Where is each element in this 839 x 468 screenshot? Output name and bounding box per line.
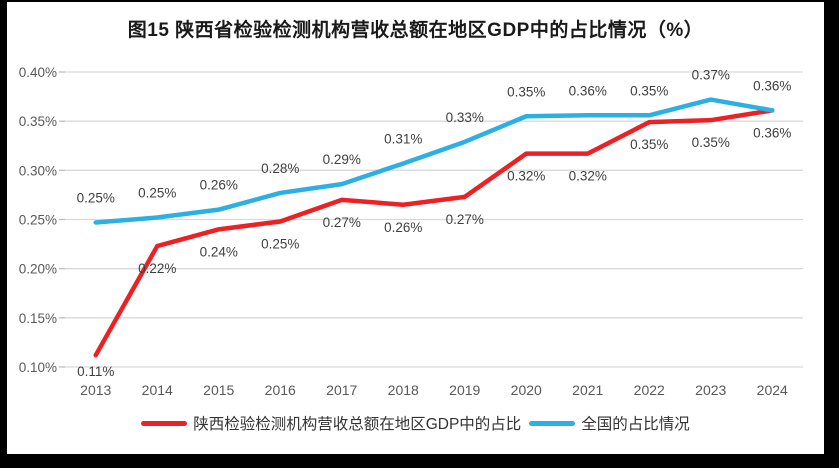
legend-swatch xyxy=(529,420,576,426)
y-axis-tick-label: 0.15% xyxy=(19,311,57,326)
data-label: 0.35% xyxy=(630,83,668,98)
data-label: 0.27% xyxy=(323,215,361,230)
x-axis-label: 2014 xyxy=(142,382,173,398)
data-label: 0.37% xyxy=(692,68,730,83)
x-axis-label: 2020 xyxy=(511,382,542,398)
y-axis-tick-label: 0.25% xyxy=(19,213,57,228)
data-label: 0.35% xyxy=(507,84,545,99)
y-axis-tick-label: 0.40% xyxy=(19,65,57,80)
series-line-0 xyxy=(93,108,775,358)
data-label: 0.25% xyxy=(77,190,115,205)
data-label: 0.33% xyxy=(446,110,484,125)
data-label: 0.31% xyxy=(384,131,422,146)
x-axis-label: 2021 xyxy=(572,382,603,398)
x-axis-label: 2018 xyxy=(388,382,419,398)
x-axis-label: 2013 xyxy=(80,382,111,398)
data-label: 0.24% xyxy=(200,244,238,259)
data-label: 0.35% xyxy=(692,135,730,150)
data-label: 0.22% xyxy=(138,261,176,276)
y-axis-tick-label: 0.20% xyxy=(19,262,57,277)
data-label: 0.36% xyxy=(569,83,607,98)
x-axis-label: 2024 xyxy=(757,382,788,398)
data-label: 0.26% xyxy=(200,178,238,193)
y-axis-tick-label: 0.30% xyxy=(19,163,57,178)
data-label: 0.26% xyxy=(384,220,422,235)
data-label: 0.32% xyxy=(507,169,545,184)
y-axis-tick-label: 0.10% xyxy=(19,360,57,375)
line-chart: 0.10% 0.15% 0.20% 0.25% 0.30% 0.35% 0.40% 2013 2… xyxy=(19,65,803,398)
data-label: 0.36% xyxy=(753,125,791,140)
x-axis-label: 2017 xyxy=(326,382,357,398)
legend-label: 全国的占比情况 xyxy=(581,416,690,433)
x-axis-label: 2016 xyxy=(265,382,296,398)
chart-card: 图15 陕西省检验检测机构营收总额在地区GDP中的占比情况（%） 0.10% 0.… xyxy=(7,2,824,454)
x-axis-label: 2015 xyxy=(203,382,234,398)
x-axis-label: 2022 xyxy=(634,382,665,398)
legend-label: 陕西检验检测机构营收总额在地区GDP中的占比 xyxy=(193,416,522,433)
data-label: 0.27% xyxy=(446,212,484,227)
legend-item: 全国的占比情况 xyxy=(529,412,690,434)
x-axis-label: 2023 xyxy=(695,382,726,398)
data-label: 0.25% xyxy=(138,186,176,201)
legend-swatch xyxy=(141,420,188,426)
chart-title: 图15 陕西省检验检测机构营收总额在地区GDP中的占比情况（%） xyxy=(127,20,704,41)
legend-item: 陕西检验检测机构营收总额在地区GDP中的占比 xyxy=(141,412,521,434)
x-axis-label: 2019 xyxy=(449,382,480,398)
data-label: 0.36% xyxy=(753,78,791,93)
data-label: 0.32% xyxy=(569,169,607,184)
chart-legend: 陕西检验检测机构营收总额在地区GDP中的占比 全国的占比情况 xyxy=(7,412,824,434)
data-label: 0.25% xyxy=(261,236,299,251)
data-label: 0.29% xyxy=(323,152,361,167)
data-label: 0.11% xyxy=(77,364,114,379)
data-label: 0.28% xyxy=(261,161,299,176)
y-axis-tick-label: 0.35% xyxy=(19,114,57,129)
series-line-1 xyxy=(93,97,775,225)
data-label: 0.35% xyxy=(630,137,668,152)
